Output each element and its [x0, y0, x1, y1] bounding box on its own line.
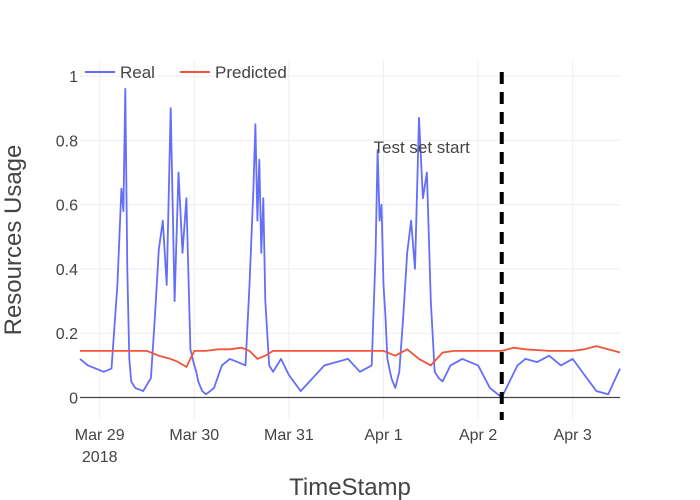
x-tick-sublabel: 2018	[82, 449, 118, 466]
x-tick-label: Apr 1	[364, 427, 402, 444]
x-tick-label: Mar 29	[75, 427, 125, 444]
y-tick-label: 0	[69, 391, 78, 408]
legend-item-predicted[interactable]: Predicted	[180, 63, 287, 82]
annotations: Test set start	[374, 138, 471, 157]
y-tick-label: 0.4	[56, 262, 78, 279]
legend-label: Predicted	[215, 63, 287, 82]
test-set-start-label: Test set start	[374, 138, 471, 157]
y-tick-labels: 0 0.2 0.4 0.6 0.8 1	[56, 69, 78, 407]
legend-label: Real	[120, 63, 155, 82]
y-tick-label: 0.8	[56, 133, 78, 150]
x-tick-labels: Mar 29 2018 Mar 30 Mar 31 Apr 1 Apr 2 Apr 3	[75, 427, 592, 466]
series-lines	[79, 88, 621, 399]
y-axis-title: Resources Usage	[0, 145, 27, 336]
y-tick-label: 1	[69, 69, 78, 86]
x-tick-label: Mar 30	[169, 427, 219, 444]
y-tick-label: 0.2	[56, 326, 78, 343]
series-line-predicted	[80, 345, 621, 368]
x-tick-label: Apr 3	[554, 427, 592, 444]
x-axis-title: TimeStamp	[289, 474, 411, 500]
x-tick-label: Mar 31	[264, 427, 314, 444]
legend[interactable]: Real Predicted	[85, 63, 287, 82]
series-line-real	[79, 88, 621, 399]
legend-item-real[interactable]: Real	[85, 63, 155, 82]
y-tick-label: 0.6	[56, 198, 78, 215]
x-tick-label: Apr 2	[459, 427, 497, 444]
